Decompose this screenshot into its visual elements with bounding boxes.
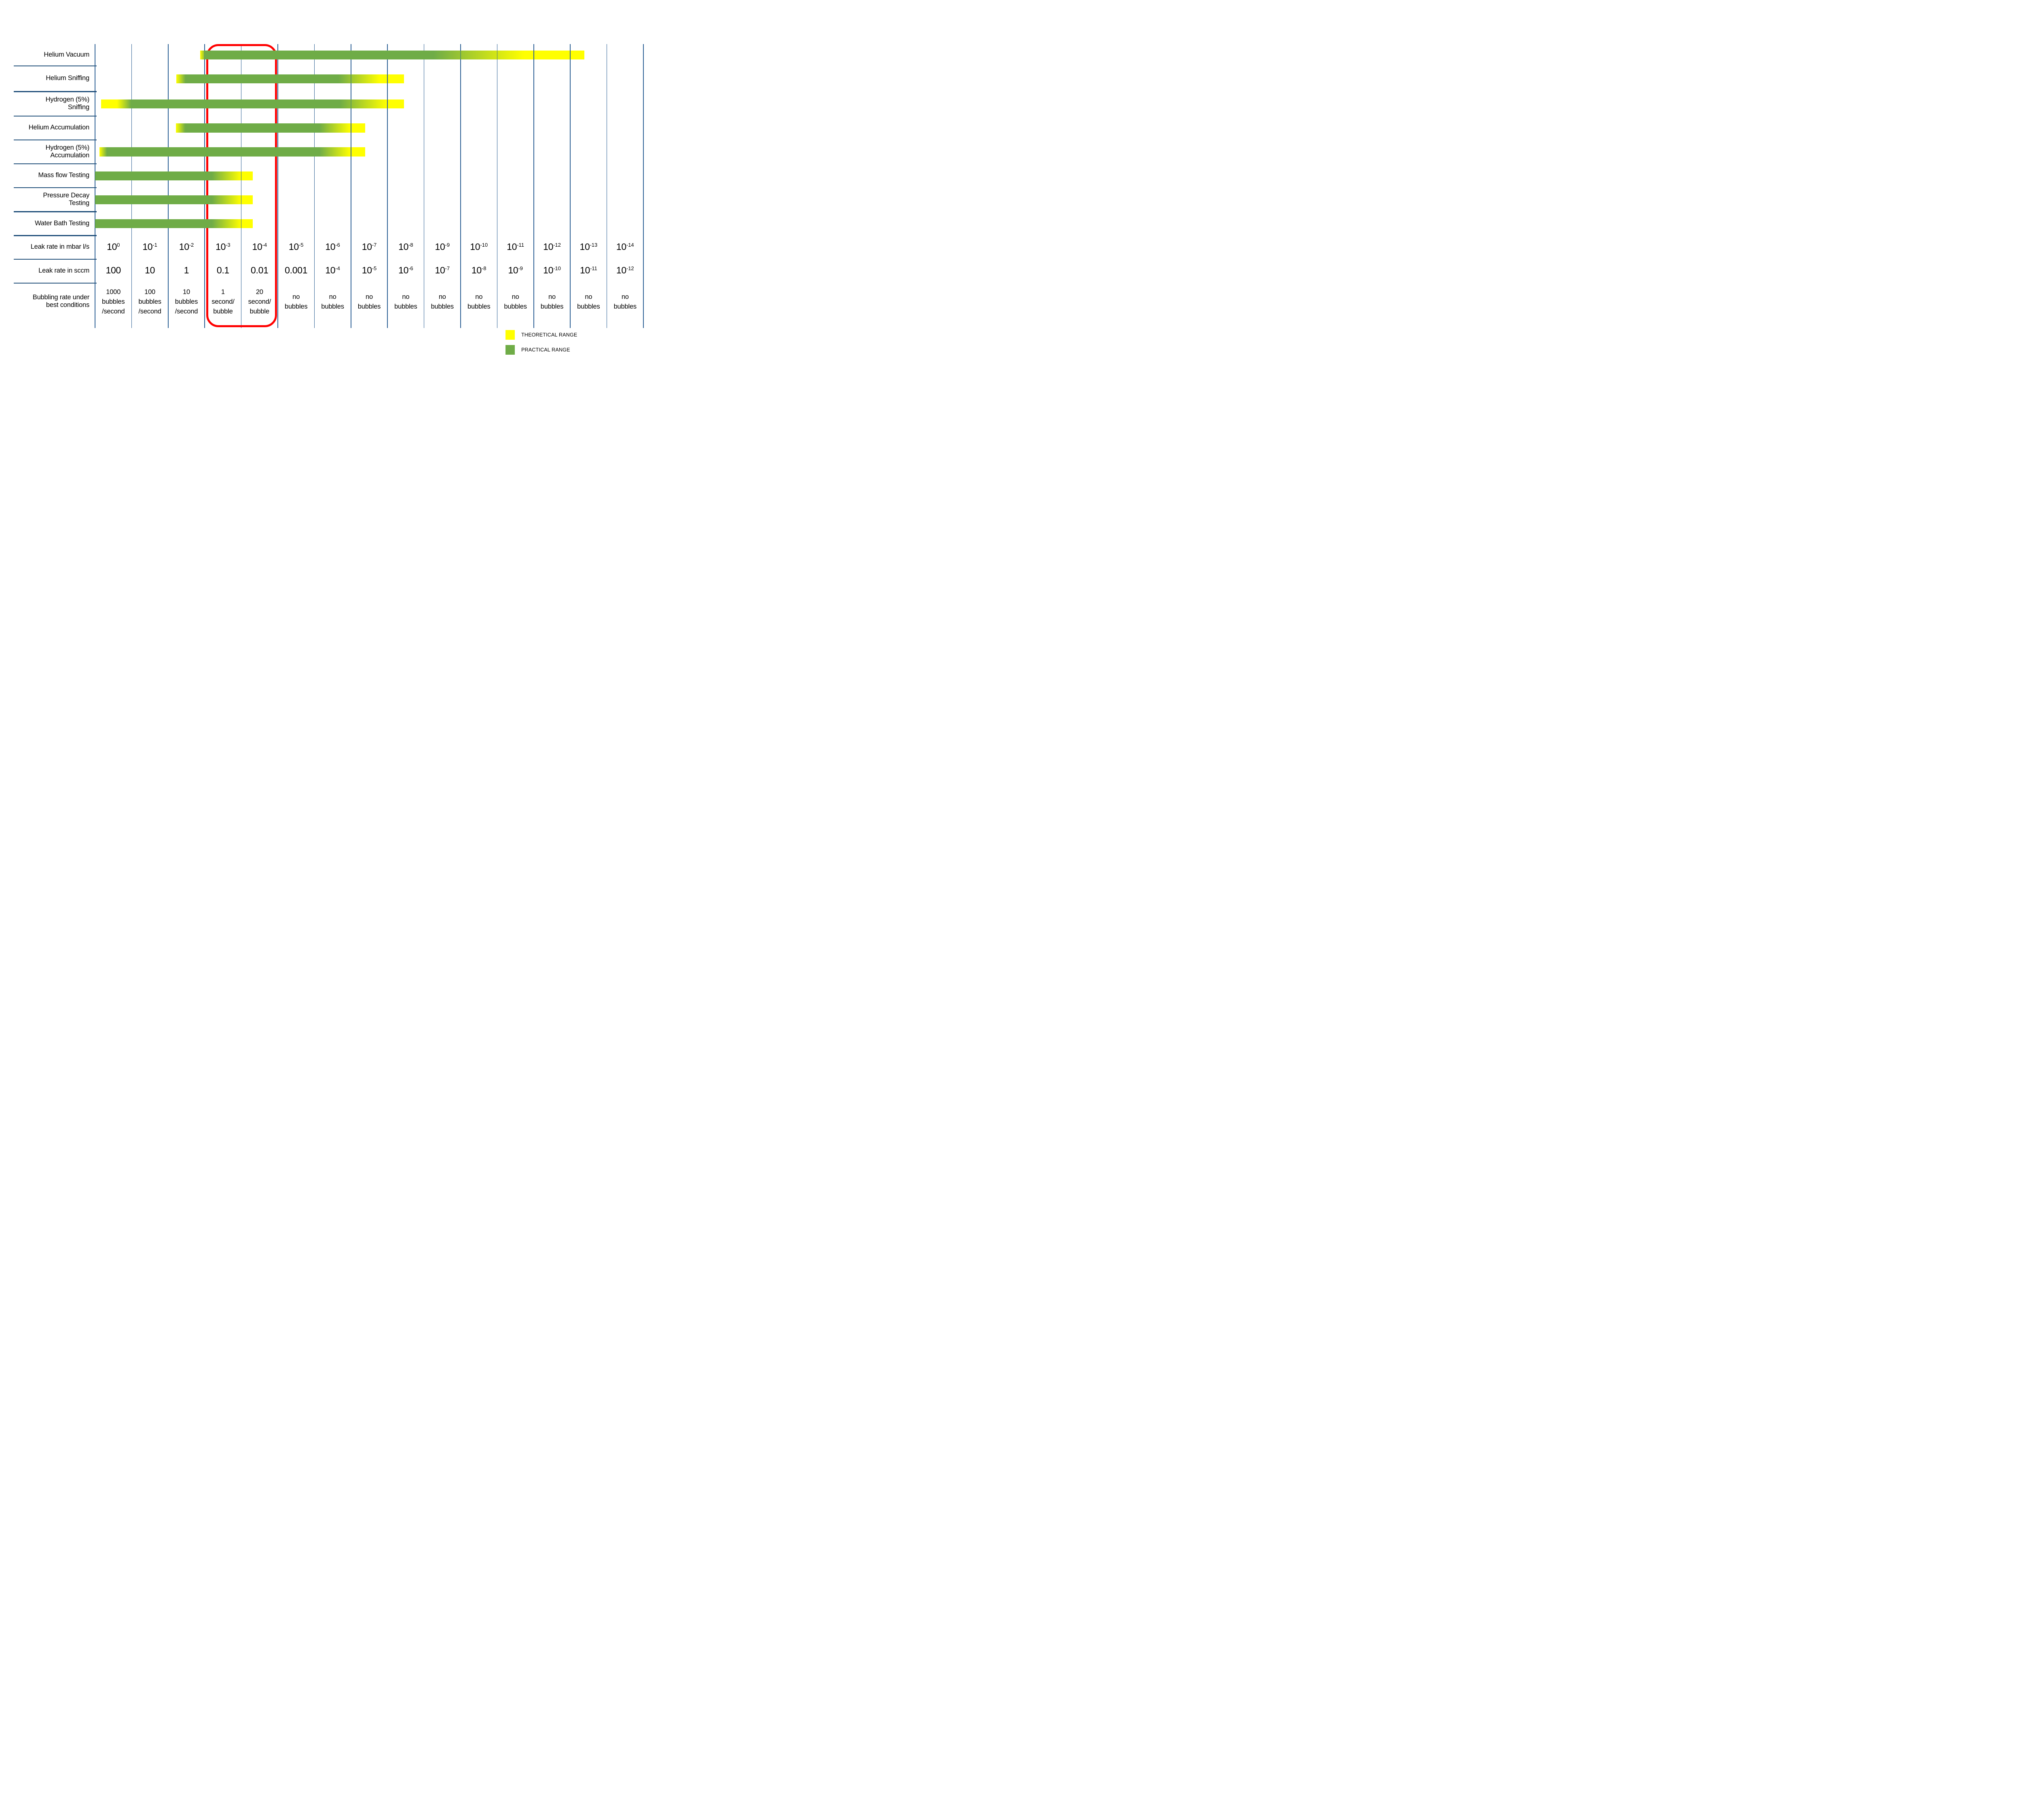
tick-mbar-11: 10-11 <box>507 241 524 252</box>
row-label-leak-rate-mbar: Leak rate in mbar l/s <box>30 243 89 251</box>
tick-sccm-9: 10-7 <box>435 265 450 276</box>
bar-practical-pressure-decay-testing <box>95 195 253 204</box>
leak-rate-comparison-chart: THEORETICAL RANGE PRACTICAL RANGE Helium… <box>0 0 647 364</box>
tick-sccm-8: 10-6 <box>398 265 413 276</box>
highlight-box-red <box>206 44 277 327</box>
tick-sccm-1: 10 <box>145 265 155 276</box>
tick-bubbling-5: no bubbles <box>284 293 308 310</box>
grid-vline-2 <box>168 44 169 328</box>
legend-item-theoretical: THEORETICAL RANGE <box>506 330 577 340</box>
grid-vline-8 <box>387 44 388 328</box>
tick-bubbling-1: 100 bubbles/second <box>138 288 161 315</box>
tick-bubbling-6: no bubbles <box>321 293 344 310</box>
tick-sccm-7: 10-5 <box>362 265 377 276</box>
tick-mbar-3: 10-3 <box>216 241 231 252</box>
bar-practical-water-bath-testing <box>95 219 253 229</box>
legend-label-practical: PRACTICAL RANGE <box>521 347 570 353</box>
grid-vline-4 <box>241 44 242 328</box>
tick-sccm-5: 0.001 <box>285 265 308 276</box>
tick-sccm-3: 0.1 <box>216 265 229 276</box>
grid-vline-12 <box>533 44 534 328</box>
tick-sccm-0: 100 <box>106 265 121 276</box>
tick-bubbling-7: no bubbles <box>357 293 381 310</box>
tick-mbar-5: 10-5 <box>288 241 304 252</box>
tick-mbar-2: 10-2 <box>179 241 194 252</box>
row-label-helium-sniffing: Helium Sniffing <box>46 74 89 82</box>
row-separator-10 <box>14 282 97 284</box>
row-separator-7 <box>14 211 97 212</box>
tick-bubbling-14: no bubbles <box>613 293 637 310</box>
tick-mbar-13: 10-13 <box>580 241 598 252</box>
tick-mbar-1: 10-1 <box>142 241 157 252</box>
tick-mbar-10: 10-10 <box>470 241 488 252</box>
bar-practical-helium-accumulation <box>176 123 366 133</box>
bar-practical-helium-sniffing <box>176 74 404 84</box>
legend-label-theoretical: THEORETICAL RANGE <box>521 332 577 338</box>
tick-bubbling-9: no bubbles <box>431 293 454 310</box>
row-label-bubbling-rate: Bubbling rate under best conditions <box>32 294 89 309</box>
tick-mbar-6: 10-6 <box>325 241 340 252</box>
grid-vline-1 <box>131 44 132 328</box>
grid-vline-6 <box>314 44 315 328</box>
grid-vline-5 <box>277 44 278 328</box>
tick-sccm-6: 10-4 <box>325 265 340 276</box>
tick-bubbling-8: no bubbles <box>394 293 417 310</box>
practical-range-swatch <box>506 345 515 355</box>
row-separator-8 <box>14 235 97 236</box>
tick-sccm-4: 0.01 <box>251 265 269 276</box>
tick-bubbling-3: 1 second/bubble <box>212 288 235 315</box>
tick-bubbling-0: 1000 bubbles/second <box>102 288 125 315</box>
tick-bubbling-12: no bubbles <box>540 293 564 310</box>
tick-bubbling-10: no bubbles <box>467 293 491 310</box>
bar-practical-mass-flow-testing <box>95 171 253 180</box>
legend-item-practical: PRACTICAL RANGE <box>506 345 570 355</box>
bar-practical-hydrogen-accumulation <box>99 147 366 157</box>
grid-vline-15 <box>643 44 644 328</box>
theoretical-range-swatch <box>506 330 515 340</box>
tick-mbar-0: 100 <box>107 241 120 252</box>
row-label-helium-accumulation: Helium Accumulation <box>28 123 89 131</box>
bar-practical-hydrogen-sniffing <box>101 99 404 108</box>
row-separator-6 <box>14 187 97 188</box>
row-label-pressure-decay-testing: Pressure Decay Testing <box>43 191 89 207</box>
tick-sccm-10: 10-8 <box>471 265 486 276</box>
grid-vline-3 <box>204 44 205 328</box>
row-label-leak-rate-sccm: Leak rate in sccm <box>38 267 89 274</box>
tick-mbar-14: 10-14 <box>616 241 634 252</box>
grid-vline-11 <box>497 44 498 328</box>
grid-vline-10 <box>460 44 461 328</box>
row-label-water-bath-testing: Water Bath Testing <box>35 219 89 227</box>
tick-bubbling-4: 20 second/bubble <box>248 288 271 315</box>
row-label-hydrogen-sniffing: Hydrogen (5%) Sniffing <box>45 95 90 111</box>
tick-sccm-13: 10-11 <box>580 265 597 276</box>
tick-sccm-14: 10-12 <box>616 265 634 276</box>
tick-bubbling-11: no bubbles <box>504 293 527 310</box>
tick-sccm-2: 1 <box>184 265 189 276</box>
tick-bubbling-2: 10 bubbles/second <box>175 288 198 315</box>
tick-mbar-12: 10-12 <box>543 241 561 252</box>
tick-mbar-4: 10-4 <box>252 241 267 252</box>
tick-mbar-7: 10-7 <box>362 241 377 252</box>
bar-practical-helium-vacuum <box>200 50 584 60</box>
row-separator-9 <box>14 258 97 260</box>
grid-vline-9 <box>423 44 425 328</box>
row-label-hydrogen-accumulation: Hydrogen (5%) Accumulation <box>45 144 90 159</box>
row-separator-5 <box>14 163 97 165</box>
row-label-helium-vacuum: Helium Vacuum <box>44 51 89 58</box>
row-separator-2 <box>14 91 97 92</box>
tick-sccm-12: 10-10 <box>543 265 561 276</box>
grid-vline-13 <box>570 44 571 328</box>
row-label-mass-flow-testing: Mass flow Testing <box>38 171 89 179</box>
tick-mbar-8: 10-8 <box>398 241 413 252</box>
tick-bubbling-13: no bubbles <box>577 293 600 310</box>
tick-mbar-9: 10-9 <box>435 241 450 252</box>
tick-sccm-11: 10-9 <box>508 265 523 276</box>
